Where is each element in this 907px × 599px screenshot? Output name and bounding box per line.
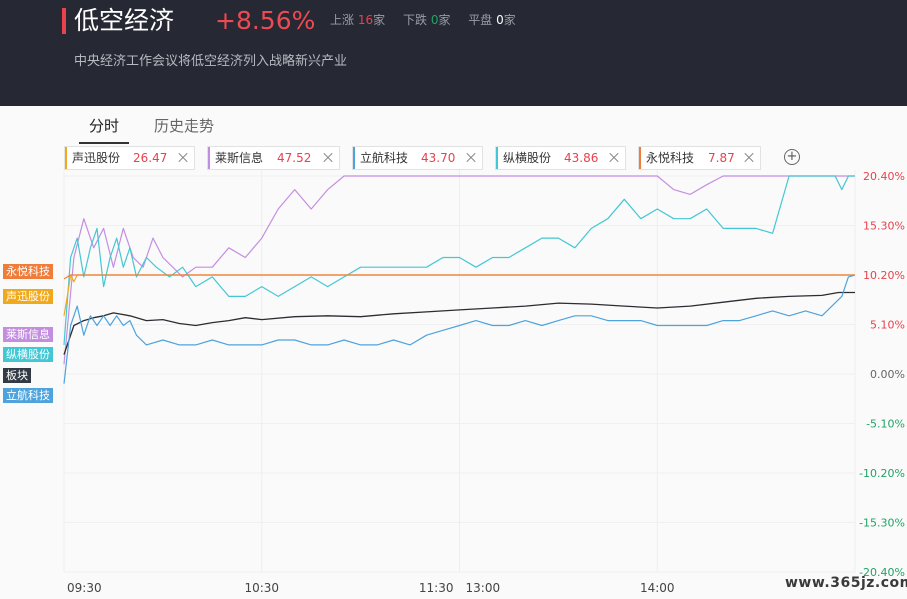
chip-name: 莱斯信息 xyxy=(215,151,264,165)
chip-price: 26.47 xyxy=(133,151,168,165)
down-count: 下跌 0家 xyxy=(402,13,451,27)
chip-name: 立航科技 xyxy=(360,151,409,165)
x-tick-label: 10:30 xyxy=(244,581,279,595)
chip-name: 永悦科技 xyxy=(646,151,695,165)
flat-count: 平盘 0家 xyxy=(468,13,516,27)
chart-area xyxy=(0,106,907,599)
side-tag-lihang: 立航科技 xyxy=(3,388,53,403)
chip-price: 47.52 xyxy=(277,151,312,165)
chip-price: 43.86 xyxy=(564,151,599,165)
y-tick-label: 5.10% xyxy=(870,319,905,332)
side-tag-zongheng: 纵横股份 xyxy=(3,347,53,362)
tab-intraday[interactable]: 分时 xyxy=(89,117,120,135)
sector-title: 低空经济 xyxy=(74,6,175,35)
sector-subtitle: 中央经济工作会议将低空经济列入战略新兴产业 xyxy=(74,54,348,69)
x-tick-label: 14:00 xyxy=(640,581,675,595)
chip-color-bar xyxy=(639,147,641,169)
breadth-stats: 上涨 16家 下跌 0家 平盘 0家 xyxy=(330,12,530,28)
y-tick-label: 20.40% xyxy=(863,170,905,183)
side-tag-sector: 板块 xyxy=(3,368,31,383)
chip-name: 声迅股份 xyxy=(72,151,121,165)
series-line xyxy=(63,291,855,355)
side-tag-yongyue: 永悦科技 xyxy=(3,264,53,279)
tab-history[interactable]: 历史走势 xyxy=(154,117,215,135)
chip-stock[interactable]: 声迅股份 26.47 xyxy=(64,146,195,170)
up-count: 上涨 16家 xyxy=(330,13,386,27)
x-tick-label: 13:00 xyxy=(466,581,501,595)
y-tick-label: -15.30% xyxy=(859,517,905,530)
sector-change: +8.56% xyxy=(215,6,316,35)
side-tag-laisi: 莱斯信息 xyxy=(3,327,53,342)
active-tab-underline xyxy=(79,142,129,144)
series-line xyxy=(63,175,855,345)
chip-stock[interactable]: 纵横股份 43.86 xyxy=(495,146,626,170)
y-tick-label: -20.40% xyxy=(859,566,905,579)
y-tick-label: 10.20% xyxy=(863,269,905,282)
header: 低空经济 +8.56% 上涨 16家 下跌 0家 平盘 0家 中央经济工作会议将… xyxy=(0,0,907,106)
add-stock-plus-icon[interactable]: + xyxy=(784,149,800,165)
side-tag-shengxun: 声迅股份 xyxy=(3,289,53,304)
chip-stock[interactable]: 永悦科技 7.87 xyxy=(638,146,761,170)
chip-color-bar xyxy=(353,147,355,169)
chip-price: 7.87 xyxy=(708,151,735,165)
series-line xyxy=(63,274,856,384)
chip-color-bar xyxy=(496,147,498,169)
chip-price: 43.70 xyxy=(421,151,456,165)
x-tick-label: 11:30 xyxy=(419,581,454,595)
y-tick-label: -10.20% xyxy=(859,467,905,480)
y-tick-label: 15.30% xyxy=(863,220,905,233)
chip-color-bar xyxy=(65,147,67,169)
chip-color-bar xyxy=(208,147,210,169)
title-accent-bar xyxy=(62,8,66,34)
chip-stock[interactable]: 莱斯信息 47.52 xyxy=(207,146,340,170)
y-tick-label: -5.10% xyxy=(866,418,905,431)
series-line xyxy=(63,274,855,280)
y-tick-label: 0.00% xyxy=(870,368,905,381)
chip-name: 纵横股份 xyxy=(503,151,552,165)
chip-stock[interactable]: 立航科技 43.70 xyxy=(352,146,483,170)
watermark: www.365jz.com xyxy=(785,575,907,591)
x-tick-label: 09:30 xyxy=(67,581,102,595)
